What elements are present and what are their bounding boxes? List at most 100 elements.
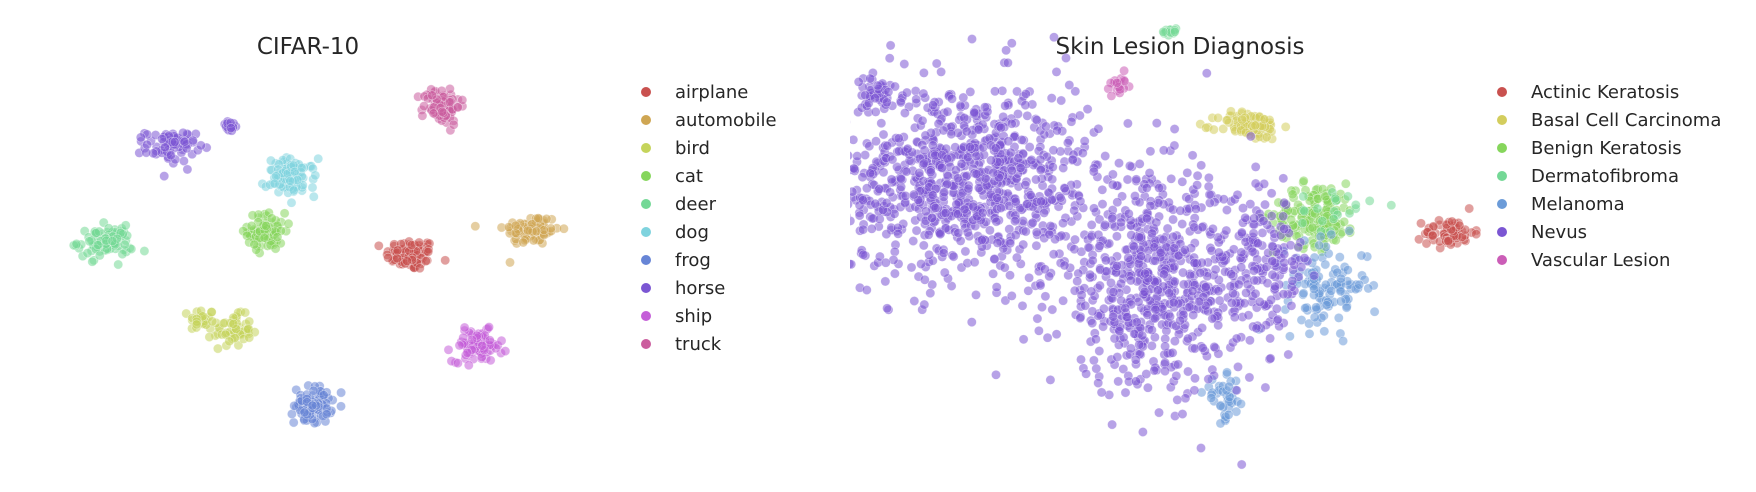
scatter-point	[969, 107, 980, 118]
scatter-point	[440, 255, 451, 266]
scatter-point	[1190, 373, 1200, 384]
scatter-point	[850, 151, 853, 161]
scatter-point	[1293, 242, 1304, 253]
scatter-point	[135, 132, 146, 143]
scatter-point	[1192, 170, 1203, 181]
scatter-point	[1039, 264, 1050, 275]
scatter-point	[414, 263, 425, 274]
scatter-point	[1201, 68, 1212, 79]
scatter-point	[966, 317, 977, 327]
scatter-point	[1086, 219, 1097, 230]
legend-item: Vascular Lesion	[1494, 246, 1721, 274]
scatter-point	[531, 226, 542, 237]
scatter-point	[1257, 227, 1268, 238]
scatter-point	[307, 400, 318, 411]
scatter-point	[1026, 154, 1037, 165]
cifar10-panel: CIFAR-10 airplane automobile bird cat deer do…	[0, 0, 820, 492]
scatter-point	[318, 390, 329, 400]
scatter-point	[1309, 270, 1320, 281]
scatter-point	[908, 236, 919, 246]
scatter-point	[870, 107, 881, 117]
scatter-point	[923, 229, 934, 240]
scatter-point	[1342, 191, 1353, 202]
scatter-point	[1315, 231, 1326, 242]
scatter-point	[1363, 283, 1374, 294]
scatter-point	[1238, 203, 1248, 213]
scatter-point	[288, 185, 299, 196]
scatter-point	[1221, 225, 1232, 236]
scatter-point	[528, 235, 539, 246]
legend-item: Basal Cell Carcinoma	[1494, 106, 1721, 134]
scatter-point	[1069, 205, 1080, 216]
scatter-point	[1122, 312, 1133, 322]
scatter-point	[1164, 288, 1175, 299]
legend-item: truck	[638, 330, 777, 358]
scatter-point	[212, 343, 223, 354]
scatter-point	[853, 77, 864, 87]
scatter-point	[1184, 302, 1195, 312]
scatter-point	[925, 167, 936, 178]
scatter-point	[1209, 341, 1220, 352]
scatter-point	[1076, 354, 1086, 365]
scatter-point	[1108, 287, 1119, 297]
scatter-point	[870, 93, 880, 104]
scatter-point	[1169, 336, 1180, 346]
legend-marker-icon	[1497, 199, 1507, 209]
scatter-point	[1131, 317, 1142, 328]
scatter-point	[71, 238, 82, 249]
scatter-point	[882, 97, 892, 108]
scatter-point	[865, 168, 876, 179]
scatter-point	[269, 178, 280, 189]
scatter-point	[902, 143, 913, 154]
scatter-point	[463, 360, 474, 371]
scatter-point	[1142, 382, 1153, 393]
scatter-point	[991, 369, 1001, 380]
scatter-point	[1003, 136, 1014, 147]
scatter-point	[1080, 300, 1091, 311]
scatter-point	[918, 88, 929, 99]
scatter-point	[1162, 223, 1173, 234]
scatter-point	[1222, 367, 1232, 378]
scatter-point	[218, 318, 229, 329]
scatter-point	[992, 237, 1003, 248]
scatter-point	[1150, 255, 1161, 266]
scatter-point	[1031, 227, 1042, 238]
scatter-point	[953, 173, 963, 184]
scatter-point	[87, 256, 98, 267]
scatter-point	[1018, 334, 1029, 345]
scatter-point	[91, 228, 101, 238]
legend-item: dog	[638, 218, 777, 246]
scatter-point	[942, 153, 953, 164]
scatter-point	[909, 296, 920, 306]
scatter-point	[1218, 194, 1229, 205]
scatter-point	[1069, 244, 1080, 255]
scatter-point	[962, 227, 973, 238]
scatter-point	[1287, 275, 1298, 286]
scatter-point	[991, 216, 1002, 227]
scatter-point	[1130, 191, 1140, 201]
scatter-point	[1058, 218, 1068, 228]
scatter-point	[1338, 336, 1348, 346]
scatter-point	[1035, 154, 1046, 165]
scatter-point	[1231, 385, 1242, 396]
scatter-point	[899, 59, 910, 69]
scatter-point	[1250, 120, 1261, 131]
scatter-point	[1326, 229, 1337, 240]
scatter-point	[1299, 253, 1310, 263]
scatter-point	[958, 92, 969, 103]
scatter-point	[1137, 330, 1148, 341]
scatter-point	[1266, 211, 1277, 221]
scatter-point	[1354, 279, 1365, 290]
scatter-point	[117, 249, 128, 259]
scatter-point	[1134, 158, 1145, 169]
scatter-point	[1075, 196, 1086, 207]
scatter-point	[938, 125, 949, 136]
legend-item: bird	[638, 134, 777, 162]
scatter-point	[883, 87, 894, 97]
scatter-point	[850, 199, 853, 209]
scatter-point	[1267, 256, 1278, 267]
legend-label: automobile	[675, 109, 777, 131]
scatter-point	[1304, 318, 1314, 329]
scatter-point	[1013, 153, 1024, 163]
scatter-point	[950, 142, 961, 153]
